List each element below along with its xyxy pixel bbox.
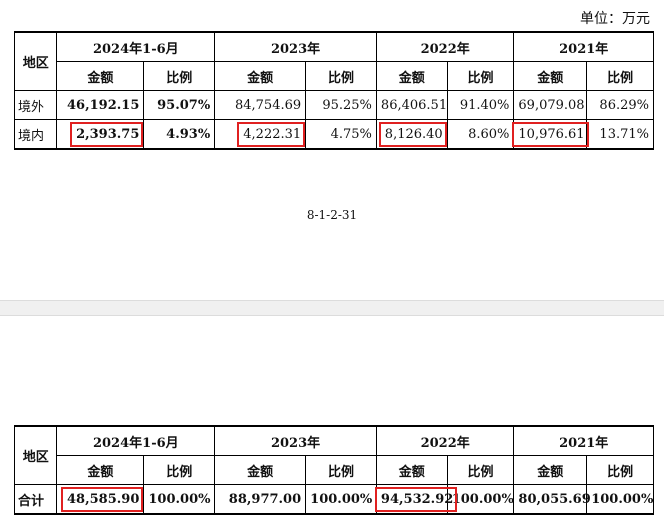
highlighted-amount: 94,532.92 <box>374 486 458 512</box>
table-row: 境外 46,192.15 95.07% 84,754.69 95.25% 86,… <box>13 90 654 120</box>
ratio-header: 比例 <box>586 455 654 485</box>
amount-cell: 8,126.40 <box>375 119 448 150</box>
amount-header: 金额 <box>214 61 307 91</box>
amount-cell: 10,976.61 <box>512 119 589 150</box>
period-header: 2021年 <box>513 31 654 62</box>
amount-cell: 46,192.15 <box>56 90 145 120</box>
amount-header: 金额 <box>56 61 145 91</box>
period-header: 2022年 <box>375 425 515 456</box>
amount-header: 金额 <box>513 61 588 91</box>
region-cell: 境外 <box>13 90 58 120</box>
ratio-cell: 100.00% <box>586 484 654 515</box>
table-row: 合计 48,585.90 100.00% 88,977.00 100.00% 9… <box>13 484 654 515</box>
period-header: 2022年 <box>375 31 515 62</box>
ratio-header: 比例 <box>586 61 654 91</box>
ratio-cell: 100.00% <box>143 484 216 515</box>
highlighted-amount: 10,976.61 <box>512 121 589 147</box>
highlighted-amount: 48,585.90 <box>60 486 144 512</box>
amount-header: 金额 <box>214 455 307 485</box>
amount-header: 金额 <box>375 455 448 485</box>
region-header: 地区 <box>13 31 58 91</box>
total-revenue-table: 地区 2024年1-6月 2023年 2022年 2021年 金额 比例 金额 … <box>13 425 654 515</box>
amount-cell: 94,532.92 <box>374 484 458 515</box>
highlighted-amount: 8,126.40 <box>378 121 447 147</box>
ratio-header: 比例 <box>446 455 515 485</box>
highlighted-amount: 2,393.75 <box>70 121 144 147</box>
regional-revenue-table: 地区 2024年1-6月 2023年 2022年 2021年 金额 比例 金额 … <box>13 31 654 150</box>
amount-cell: 84,754.69 <box>214 90 307 120</box>
table-row: 境内 2,393.75 4.93% 4,222.31 4.75% 8,126.4… <box>13 119 654 150</box>
region-cell: 合计 <box>13 484 58 515</box>
amount-header: 金额 <box>56 455 145 485</box>
amount-cell: 48,585.90 <box>56 484 145 515</box>
period-header: 2024年1-6月 <box>56 31 216 62</box>
region-header: 地区 <box>13 425 58 485</box>
amount-header: 金额 <box>375 61 448 91</box>
amount-cell: 4,222.31 <box>214 119 307 150</box>
ratio-header: 比例 <box>305 455 377 485</box>
period-header: 2021年 <box>513 425 654 456</box>
period-header: 2023年 <box>214 425 377 456</box>
ratio-cell: 100.00% <box>446 484 515 515</box>
ratio-cell: 13.71% <box>586 119 654 150</box>
ratio-cell: 86.29% <box>586 90 654 120</box>
unit-label: 单位：万元 <box>580 11 650 27</box>
ratio-header: 比例 <box>143 455 216 485</box>
period-header: 2023年 <box>214 31 377 62</box>
page-break-divider <box>0 300 664 316</box>
ratio-cell: 100.00% <box>305 484 377 515</box>
ratio-cell: 91.40% <box>446 90 515 120</box>
ratio-header: 比例 <box>143 61 216 91</box>
amount-cell: 88,977.00 <box>214 484 307 515</box>
ratio-header: 比例 <box>305 61 377 91</box>
amount-header: 金额 <box>513 455 588 485</box>
period-header: 2024年1-6月 <box>56 425 216 456</box>
highlighted-amount: 4,222.31 <box>237 121 306 147</box>
ratio-cell: 95.07% <box>143 90 216 120</box>
page-number: 8-1-2-31 <box>306 208 358 222</box>
ratio-cell: 95.25% <box>305 90 377 120</box>
amount-cell: 86,406.51 <box>375 90 448 120</box>
region-cell: 境内 <box>13 119 58 150</box>
ratio-cell: 8.60% <box>446 119 515 150</box>
amount-cell: 2,393.75 <box>56 119 145 150</box>
amount-cell: 69,079.08 <box>513 90 588 120</box>
amount-cell: 80,055.69 <box>513 484 591 515</box>
ratio-cell: 4.75% <box>305 119 377 150</box>
ratio-cell: 4.93% <box>143 119 216 150</box>
ratio-header: 比例 <box>446 61 515 91</box>
